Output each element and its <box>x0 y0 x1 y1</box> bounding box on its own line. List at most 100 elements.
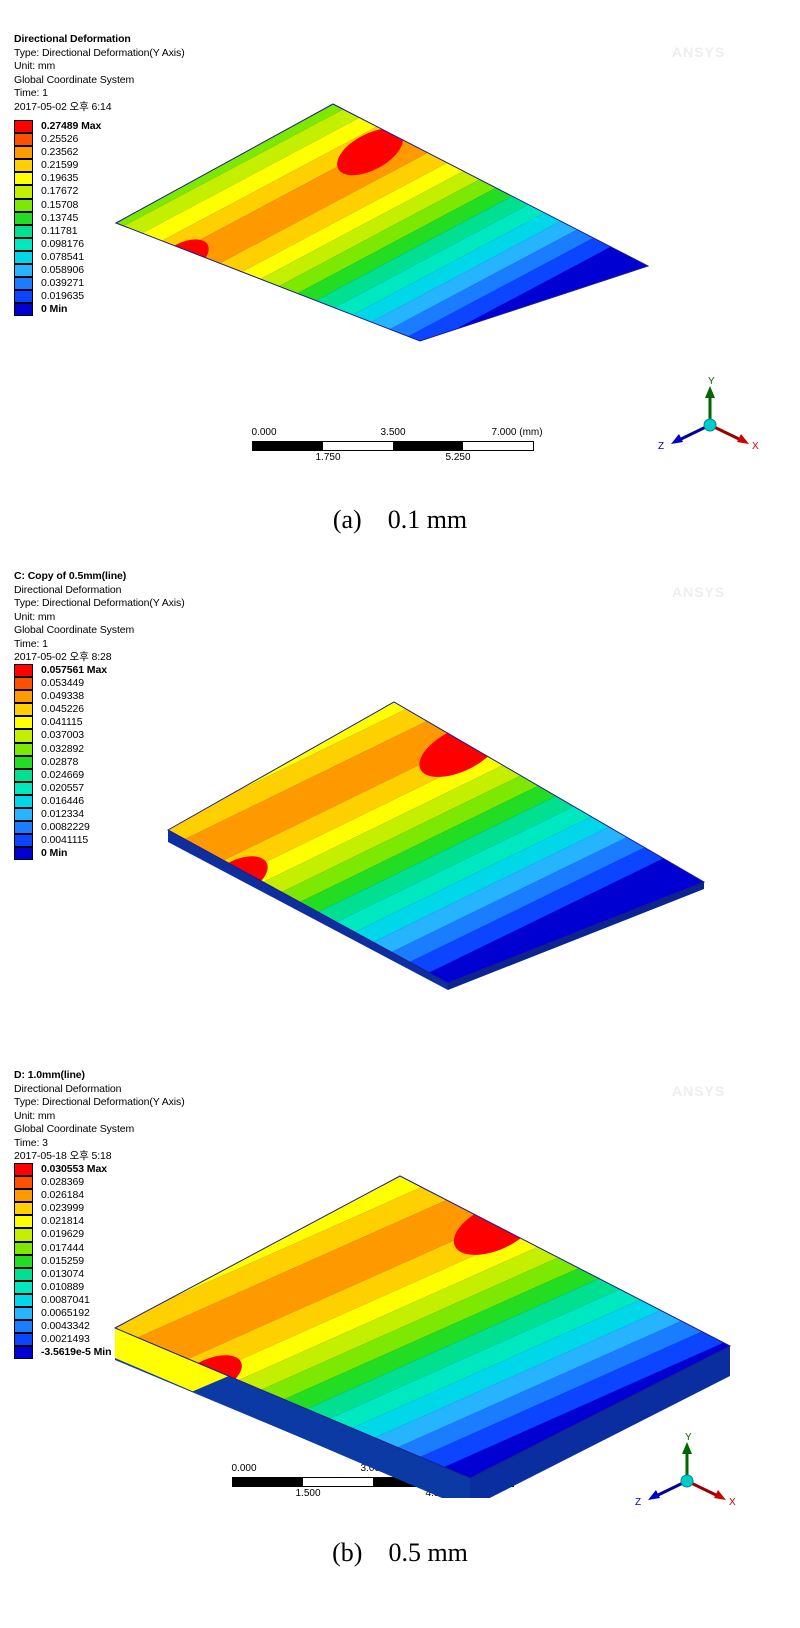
legend-color-swatch <box>14 664 33 678</box>
legend-color-swatch <box>14 303 33 317</box>
legend-value-label: 0.19635 <box>41 172 79 185</box>
legend-row: 0.0065192 <box>14 1307 111 1321</box>
legend-color-swatch <box>14 677 33 691</box>
legend-row: 0 Min <box>14 303 101 317</box>
legend-row: 0.23562 <box>14 146 101 160</box>
legend-row: 0.098176 <box>14 237 101 251</box>
legend-row: 0.021814 <box>14 1215 111 1229</box>
legend-row: 0.026184 <box>14 1189 111 1203</box>
legend-value-label: 0.27489 Max <box>41 120 102 132</box>
legend-value-label: 0.015259 <box>41 1254 84 1267</box>
legend-color-swatch <box>14 847 33 861</box>
legend-value-label: 0.020557 <box>41 781 84 794</box>
legend-color-swatch <box>14 1176 33 1190</box>
legend-row: 0.0043342 <box>14 1320 111 1334</box>
legend-value-label: 0.0065192 <box>41 1307 90 1320</box>
panel-b-contour-plot <box>130 660 730 990</box>
legend-color-swatch <box>14 198 33 212</box>
legend-value-label: 0.041115 <box>41 716 83 729</box>
legend-value-label: 0.023999 <box>41 1202 84 1215</box>
panel-b-watermark: ANSYS <box>672 584 726 600</box>
legend-value-label: 0.11781 <box>41 224 78 237</box>
panel-a-time: Time: 1 <box>14 87 48 99</box>
legend-row: 0.0082229 <box>14 821 107 835</box>
panel-a-caption-label: (a) <box>332 505 362 534</box>
legend-row: 0.049338 <box>14 690 107 704</box>
legend-color-swatch <box>14 146 33 160</box>
panel-b-time: Time: 1 <box>14 637 48 650</box>
panel-b-coordinate-system: Global Coordinate System <box>14 624 135 636</box>
legend-value-label: 0.17672 <box>41 185 79 198</box>
panel-b-scale-tick-1: 1.500 <box>295 1488 321 1499</box>
legend-color-swatch <box>14 1333 33 1347</box>
panel-b-scale-tick-0: 0.000 <box>231 1463 257 1474</box>
legend-row: 0.023999 <box>14 1202 111 1216</box>
legend-value-label: 0.0043342 <box>41 1320 90 1333</box>
legend-color-swatch <box>14 172 33 186</box>
legend-color-swatch <box>14 1163 33 1177</box>
legend-value-label: 0.15708 <box>41 198 79 211</box>
legend-color-swatch <box>14 742 33 756</box>
legend-row: 0.11781 <box>14 224 101 238</box>
legend-value-label: 0.010889 <box>41 1280 84 1293</box>
panel-a-header: Directional Deformation Type: Directiona… <box>14 33 185 114</box>
legend-color-swatch <box>14 1189 33 1203</box>
legend-row: 0.030553 Max <box>14 1163 111 1177</box>
legend-value-label: 0.21599 <box>41 159 79 172</box>
legend-value-label: 0.019629 <box>41 1228 84 1241</box>
legend-color-swatch <box>14 1307 33 1321</box>
legend-row: 0.016446 <box>14 794 107 809</box>
legend-row: 0.057561 Max <box>14 664 107 678</box>
legend-color-swatch <box>14 185 33 199</box>
legend-row: 0.010889 <box>14 1280 111 1294</box>
legend-row: 0.013074 <box>14 1267 111 1281</box>
legend-color-swatch <box>14 716 33 730</box>
panel-b-timestamp: 2017-05-02 오후 8:28 <box>14 651 112 663</box>
panel-a-watermark: ANSYS <box>672 44 726 60</box>
legend-value-label: 0.019635 <box>41 290 84 303</box>
legend-row: 0.13745 <box>14 211 101 225</box>
legend-color-swatch <box>14 1254 33 1268</box>
legend-row: 0.041115 <box>14 716 107 730</box>
panel-c-coordinate-system: Global Coordinate System <box>14 1123 135 1135</box>
triad-y-label: Y <box>708 376 715 387</box>
panel-c-contour-plot <box>105 1148 745 1498</box>
legend-row: 0.078541 <box>14 250 101 265</box>
legend-color-swatch <box>14 1293 33 1308</box>
legend-value-label: 0.030553 Max <box>41 1163 107 1175</box>
legend-color-swatch <box>14 120 33 134</box>
legend-value-label: -3.5619e-5 Min <box>41 1346 112 1359</box>
panel-b: C: Copy of 0.5mm(line) Directional Defor… <box>0 560 800 1567</box>
panel-a-scale-tick-4: 7.000 (mm) <box>491 427 543 438</box>
panel-a: Directional Deformation Type: Directiona… <box>0 0 800 560</box>
legend-row: 0.19635 <box>14 172 101 186</box>
panel-b-title: C: Copy of 0.5mm(line) <box>14 570 127 582</box>
triad-y-label: Y <box>685 1432 692 1443</box>
panel-a-scale-tick-3: 5.250 <box>445 452 471 463</box>
legend-color-swatch <box>14 768 33 782</box>
legend-color-swatch <box>14 808 33 822</box>
panel-a-type: Type: Directional Deformation(Y Axis) <box>14 46 185 59</box>
triad-z-label: Z <box>635 1497 641 1506</box>
panel-c-legend: 0.030553 Max 0.028369 0.026184 0.023999 0.02… <box>14 1163 112 1360</box>
legend-row: 0.27489 Max <box>14 120 102 134</box>
panel-c-type: Type: Directional Deformation(Y Axis) <box>14 1096 185 1108</box>
legend-color-swatch <box>14 290 33 304</box>
legend-value-label: 0.053449 <box>41 677 84 690</box>
legend-value-label: 0.0041115 <box>41 834 89 847</box>
legend-row: 0.0041115 <box>14 834 107 848</box>
legend-value-label: 0.02878 <box>41 755 79 768</box>
legend-color-swatch <box>14 821 33 835</box>
legend-value-label: 0.032892 <box>41 742 84 755</box>
panel-b-type: Type: Directional Deformation(Y Axis) <box>14 597 185 609</box>
legend-row: 0.019629 <box>14 1228 111 1242</box>
legend-row: 0.02878 <box>14 755 107 769</box>
legend-value-label: 0.049338 <box>41 690 84 703</box>
legend-row: 0.024669 <box>14 768 107 782</box>
panel-b-unit: Unit: mm <box>14 610 56 623</box>
legend-value-label: 0 Min <box>41 847 68 860</box>
legend-value-label: 0.0082229 <box>41 821 90 834</box>
panel-a-axis-triad: Y X Z <box>655 370 765 452</box>
legend-value-label: 0.013074 <box>41 1267 84 1280</box>
